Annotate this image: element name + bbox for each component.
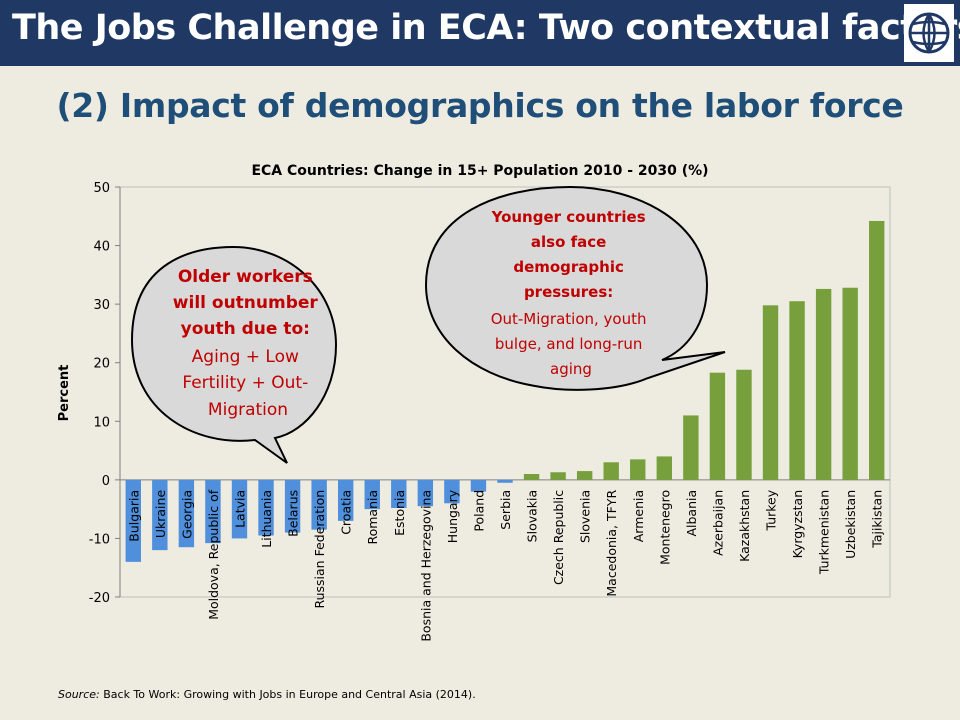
callout-right-line-3: aging	[550, 360, 592, 378]
bar	[284, 479, 301, 533]
bar	[231, 479, 248, 539]
source-label: Source:	[58, 688, 100, 701]
callout-right-bold-1: Younger countries	[491, 208, 646, 226]
x-tick-label: Azerbaijan	[710, 490, 725, 556]
callout-left-bold-3: youth due to:	[181, 319, 310, 339]
x-tick-label: Croatia	[339, 490, 354, 535]
svg-text:Younger countries also f: Younger countries also face demographic …	[491, 208, 652, 378]
bars	[125, 220, 885, 562]
bar	[258, 479, 274, 536]
callout-right-line-2: bulge, and long-run	[495, 335, 642, 353]
bar	[364, 479, 380, 510]
x-tick-label: Moldova, Republic of	[206, 489, 221, 620]
chart-title: ECA Countries: Change in 15+ Population …	[251, 163, 708, 179]
y-axis-label: Percent	[57, 365, 72, 422]
logo	[904, 4, 954, 62]
bar	[842, 287, 858, 480]
callout-left-bold-2: will outnumber	[173, 293, 319, 313]
x-tick-labels: Bulgaria Ukraine Georgia Moldova, Republic …	[126, 489, 884, 641]
x-tick-label: Slovakia	[525, 490, 540, 542]
bar	[152, 479, 168, 551]
y-tick-label: 20	[93, 357, 110, 372]
bar	[178, 479, 195, 548]
x-tick-label: Belarus	[286, 490, 301, 537]
page-title: The Jobs Challenge in ECA: Two contextua…	[12, 8, 960, 48]
bar	[337, 479, 354, 521]
x-tick-label: Armenia	[631, 490, 646, 542]
y-tick-label: 50	[93, 181, 110, 196]
x-tick-label: Russian Federation	[312, 490, 327, 609]
callout-left-line-1: Aging + Low	[192, 347, 299, 367]
bar	[311, 479, 327, 530]
x-tick-label: Bulgaria	[126, 490, 141, 542]
x-tick-label: Latvia	[232, 490, 247, 528]
bar	[125, 479, 141, 562]
callout-left: Older workers will outnumber youth due t…	[130, 245, 338, 464]
bar	[630, 459, 646, 480]
x-tick-label: Lithuania	[259, 490, 274, 548]
x-tick-label: Ukraine	[153, 490, 168, 539]
source-note: Source: Back To Work: Growing with Jobs …	[58, 688, 476, 701]
bar	[497, 479, 513, 483]
x-tick-label: Uzbekistan	[843, 490, 858, 559]
bar	[789, 301, 805, 480]
source-text: Back To Work: Growing with Jobs in Europ…	[103, 688, 476, 701]
x-tick-label: Kyrgyzstan	[790, 490, 805, 559]
callout-right-bubble	[424, 185, 726, 391]
bar	[762, 305, 779, 480]
callout-right-bold-2: also face	[531, 233, 606, 251]
x-tick-label: Montenegro	[657, 490, 672, 565]
x-tick-label: Kazakhstan	[737, 490, 752, 562]
x-tick-label: Albania	[684, 490, 699, 537]
svg-text:Older workers will outnu: Older workers will outnumber youth due t…	[173, 267, 323, 420]
x-tick-label: Bosnia and Herzegovina	[418, 490, 433, 642]
callout-right-bold-3: demographic	[513, 258, 624, 276]
callout-right-line-1: Out-Migration, youth	[491, 310, 647, 328]
slide-subtitle: (2) Impact of demographics on the labor …	[56, 86, 904, 125]
bar	[550, 472, 566, 480]
callout-left-bold-1: Older workers	[178, 267, 313, 287]
bar	[656, 456, 673, 480]
callout-right: Younger countries also face demographic …	[424, 185, 726, 391]
bar	[736, 369, 752, 480]
x-tick-label: Turkmenistan	[817, 490, 832, 575]
x-tick-label: Czech Republic	[551, 490, 566, 585]
y-tick-label: 0	[102, 474, 110, 489]
callout-left-line-2: Fertility + Out-	[182, 373, 308, 393]
x-tick-label: Tajikistan	[870, 490, 885, 549]
callout-left-line-3: Migration	[208, 400, 288, 420]
x-tick-label: Estonia	[392, 490, 407, 536]
bar	[205, 479, 221, 544]
y-tick-label: 40	[93, 240, 110, 255]
x-tick-label: Georgia	[179, 490, 194, 539]
bar	[444, 479, 460, 504]
axes: -20 -10 0 10 20 30 40 50	[89, 181, 891, 606]
bar	[523, 474, 540, 480]
bar	[683, 415, 699, 480]
bar	[576, 471, 593, 480]
header-bar: The Jobs Challenge in ECA: Two contextua…	[0, 0, 960, 66]
bar	[869, 220, 885, 480]
x-tick-label: Slovenia	[578, 490, 593, 543]
y-tick-label: -20	[89, 591, 110, 606]
bar	[709, 372, 726, 480]
x-tick-label: Turkey	[764, 489, 779, 531]
x-tick-label: Hungary	[445, 489, 460, 543]
y-tick-label: -10	[89, 532, 110, 547]
callout-right-bold-4: pressures:	[524, 283, 613, 301]
x-tick-label: Serbia	[498, 490, 513, 530]
world-bank-globe-icon	[908, 12, 950, 54]
y-tick-label: 30	[93, 298, 110, 313]
bar	[470, 479, 487, 492]
x-tick-label: Poland	[471, 490, 486, 532]
bar	[417, 479, 434, 507]
bar	[391, 479, 407, 508]
x-tick-label: Romania	[365, 490, 380, 545]
x-tick-label: Macedonia, TFYR	[604, 490, 619, 597]
callout-left-bubble	[130, 245, 338, 464]
bar	[603, 462, 619, 480]
y-tick-label: 10	[93, 415, 110, 430]
bar	[815, 288, 832, 480]
